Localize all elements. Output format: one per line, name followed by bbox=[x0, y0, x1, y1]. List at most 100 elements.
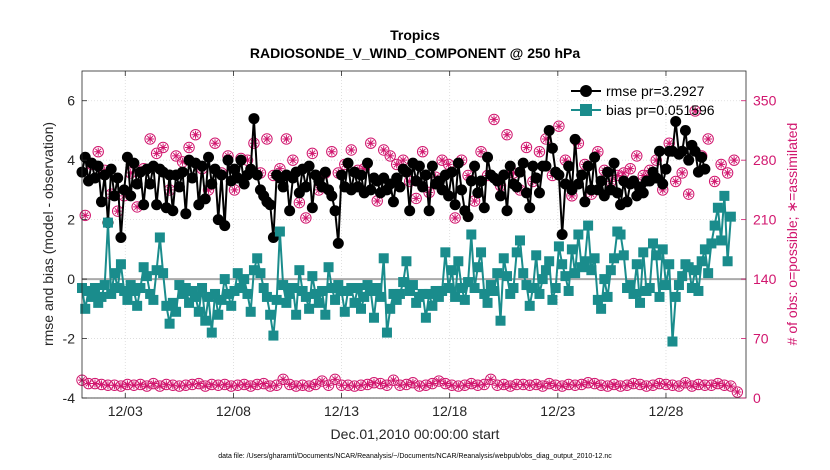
rmse-point bbox=[514, 166, 526, 178]
bias-point bbox=[417, 288, 428, 299]
bias-point bbox=[411, 297, 422, 308]
bias-point bbox=[583, 220, 594, 231]
obs-assimilated-point bbox=[308, 149, 317, 158]
obs-assimilated-point bbox=[626, 164, 635, 173]
bias-point bbox=[398, 277, 409, 288]
rmse-point bbox=[95, 196, 107, 208]
rmse-point bbox=[553, 169, 565, 181]
obs-assimilated-point bbox=[360, 164, 369, 173]
obs-assimilated-point bbox=[720, 381, 729, 390]
obs-assimilated-point bbox=[522, 143, 531, 152]
obs-assimilated-point bbox=[373, 196, 382, 205]
rmse-point bbox=[173, 181, 185, 193]
bias-point bbox=[453, 256, 464, 267]
bias-point bbox=[570, 268, 581, 279]
bias-point bbox=[430, 285, 441, 296]
obs-assimilated-point bbox=[503, 130, 512, 139]
obs-assimilated-point bbox=[603, 382, 612, 391]
bias-point bbox=[385, 303, 396, 314]
obs-possible-point bbox=[300, 212, 312, 224]
obs-possible-point bbox=[679, 377, 692, 389]
rmse-point bbox=[105, 163, 117, 175]
obs-assimilated-point bbox=[240, 380, 249, 389]
rmse-point bbox=[563, 160, 575, 172]
bias-point bbox=[683, 262, 694, 273]
bias-point bbox=[96, 291, 107, 302]
obs-assimilated-point bbox=[619, 168, 628, 177]
bias-point bbox=[210, 288, 221, 299]
obs-possible-point bbox=[533, 145, 546, 158]
bias-point bbox=[245, 306, 256, 317]
obs-assimilated-point bbox=[678, 168, 687, 177]
obs-assimilated-point bbox=[324, 381, 333, 390]
obs-assimilated-point bbox=[379, 145, 388, 154]
bias-point bbox=[466, 229, 477, 240]
x-tick-label: 12/13 bbox=[324, 403, 359, 419]
y-tick-label: 6 bbox=[67, 93, 75, 109]
obs-assimilated-point bbox=[571, 381, 580, 390]
obs-assimilated-point bbox=[691, 106, 700, 115]
obs-possible-point bbox=[689, 105, 701, 117]
y-right-tick-label: 210 bbox=[753, 212, 777, 228]
bias-point bbox=[560, 271, 571, 282]
obs-assimilated-point bbox=[687, 382, 696, 391]
bias-point bbox=[547, 294, 558, 305]
obs-possible-point bbox=[183, 141, 195, 154]
obs-assimilated-point bbox=[717, 160, 726, 169]
bias-point bbox=[534, 288, 545, 299]
bias-point bbox=[174, 280, 185, 291]
bias-point bbox=[167, 297, 178, 308]
bias-point bbox=[712, 202, 723, 213]
obs-possible-point bbox=[501, 129, 513, 141]
rmse-point bbox=[89, 172, 101, 184]
obs-possible-point bbox=[631, 150, 643, 162]
y-tick-label: -2 bbox=[63, 331, 76, 347]
rmse-point bbox=[131, 178, 143, 190]
y-tick-label: 4 bbox=[67, 152, 75, 168]
bias-point bbox=[268, 330, 279, 341]
obs-assimilated-point bbox=[369, 378, 378, 387]
obs-assimilated-point bbox=[123, 380, 132, 389]
rmse-point bbox=[462, 211, 474, 223]
bias-point bbox=[203, 291, 214, 302]
bias-point bbox=[502, 271, 513, 282]
bias-point bbox=[476, 247, 487, 258]
bias-point bbox=[725, 211, 736, 222]
obs-assimilated-point bbox=[438, 156, 447, 165]
bias-point bbox=[670, 291, 681, 302]
obs-assimilated-point bbox=[460, 381, 469, 390]
bias-point bbox=[602, 291, 613, 302]
obs-assimilated-point bbox=[444, 160, 453, 169]
obs-assimilated-point bbox=[451, 213, 460, 222]
obs-possible-point bbox=[144, 133, 156, 145]
obs-assimilated-point bbox=[470, 196, 479, 205]
data-file-footer: data file: /Users/gharamti/Documents/NCA… bbox=[218, 453, 612, 460]
obs-assimilated-point bbox=[249, 139, 258, 148]
obs-assimilated-point bbox=[412, 194, 421, 203]
bias-point bbox=[537, 274, 548, 285]
obs-assimilated-point bbox=[149, 379, 158, 388]
bias-point bbox=[187, 285, 198, 296]
rmse-point bbox=[653, 145, 665, 157]
rmse-point bbox=[394, 181, 406, 193]
obs-assimilated-point bbox=[655, 379, 664, 388]
rmse-point bbox=[125, 190, 137, 202]
bias-point bbox=[573, 229, 584, 240]
obs-assimilated-point bbox=[733, 388, 742, 397]
obs-assimilated-point bbox=[350, 382, 359, 391]
bias-point bbox=[673, 280, 684, 291]
obs-assimilated-point bbox=[175, 382, 184, 391]
rmse-point bbox=[637, 187, 649, 199]
obs-assimilated-point bbox=[344, 381, 353, 390]
bias-point bbox=[660, 280, 671, 291]
bias-point bbox=[83, 285, 94, 296]
bias-point bbox=[531, 250, 542, 261]
bias-point bbox=[557, 259, 568, 270]
obs-assimilated-point bbox=[464, 171, 473, 180]
obs-assimilated-point bbox=[81, 211, 90, 220]
obs-assimilated-point bbox=[116, 382, 125, 391]
rmse-point bbox=[527, 160, 539, 172]
bias-point bbox=[472, 262, 483, 273]
obs-assimilated-point bbox=[113, 207, 122, 216]
rmse-point bbox=[504, 160, 516, 172]
